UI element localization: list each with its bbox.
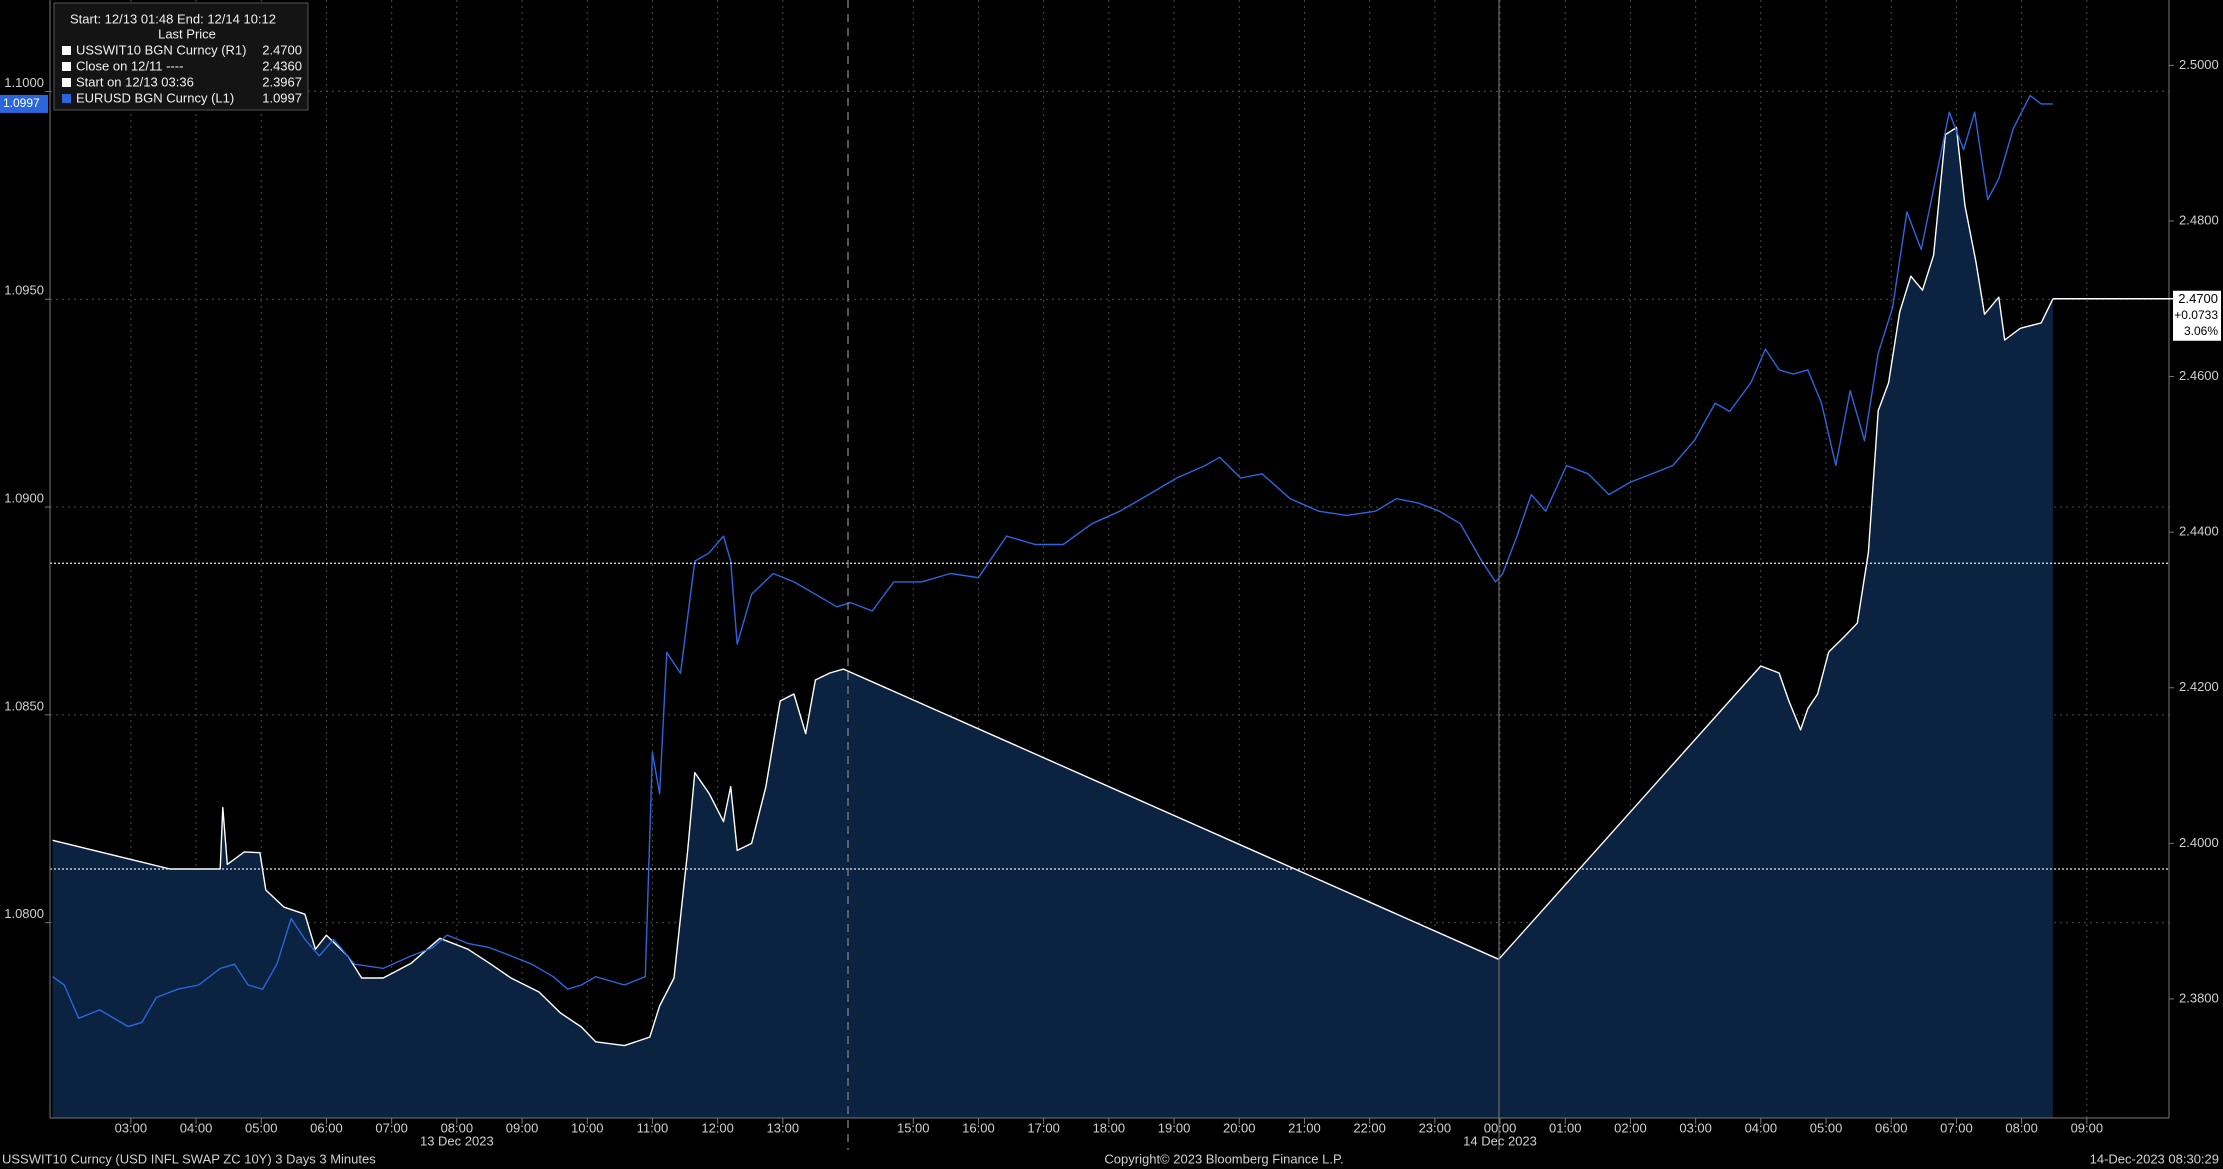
y2-tick-label: 2.3800 bbox=[2179, 990, 2219, 1005]
x-tick-label: 04:00 bbox=[180, 1120, 213, 1135]
footer-center: Copyright© 2023 Bloomberg Finance L.P. bbox=[1104, 1151, 1343, 1166]
x-tick-label: 10:00 bbox=[571, 1120, 604, 1135]
x-tick-label: 04:00 bbox=[1745, 1120, 1778, 1135]
last-price-box bbox=[2173, 290, 2221, 341]
y2-tick-label: 2.4800 bbox=[2179, 212, 2219, 227]
last-price-label: 1.0997 bbox=[3, 96, 40, 110]
y2-tick-label: 2.5000 bbox=[2179, 57, 2219, 72]
y2-tick-label: 2.4200 bbox=[2179, 679, 2219, 694]
legend-box bbox=[53, 2, 309, 111]
line bbox=[52, 94, 2053, 1028]
x-tick-label: 03:00 bbox=[115, 1120, 148, 1135]
x-tick-label: 02:00 bbox=[1614, 1120, 1647, 1135]
legend-header: Start: 12/13 01:48 End: 12/14 10:12 bbox=[70, 11, 276, 26]
x-tick-label: 03:00 bbox=[1679, 1120, 1712, 1135]
x-tick-label: 15:00 bbox=[897, 1120, 930, 1135]
legend-value: 2.3967 bbox=[262, 74, 302, 89]
x-tick-label: 07:00 bbox=[1940, 1120, 1973, 1135]
x-tick-label: 22:00 bbox=[1353, 1120, 1386, 1135]
x-tick-label: 11:00 bbox=[637, 1120, 669, 1135]
x-tick-label: 00:00 bbox=[1484, 1120, 1517, 1135]
x-tick-label: 21:00 bbox=[1288, 1120, 1321, 1135]
last-price-label: 2.4700 bbox=[2178, 291, 2218, 306]
date-label: 14 Dec 2023 bbox=[1463, 1133, 1537, 1148]
legend-entry: Close on 12/11 ---- bbox=[76, 58, 183, 73]
legend-entry: USSWIT10 BGN Curncy (R1) bbox=[76, 42, 246, 57]
x-tick-label: 17:00 bbox=[1027, 1120, 1060, 1135]
axes: 03:00 04:00 05:00 06:00 07:00 08:00 09:00 10:00… bbox=[4, 57, 2219, 1149]
x-tick-label: 05:00 bbox=[1810, 1120, 1843, 1135]
x-tick-label: 18:00 bbox=[1093, 1120, 1126, 1135]
change-pct-label: 3.06% bbox=[2184, 324, 2218, 338]
legend-value: 1.0997 bbox=[262, 90, 302, 105]
legend-title: Last Price bbox=[158, 26, 216, 41]
x-tick-label: 13:00 bbox=[767, 1120, 800, 1135]
x-tick-label: 09:00 bbox=[506, 1120, 539, 1135]
y-tick-label: 1.0900 bbox=[4, 490, 44, 505]
legend-swatch bbox=[62, 94, 71, 103]
y2-tick-label: 2.4000 bbox=[2179, 835, 2219, 850]
value-tags: 2.4700 +0.0733 3.06% 1.0997 bbox=[0, 94, 2221, 341]
y2-tick-label: 2.4400 bbox=[2179, 524, 2219, 539]
x-tick-label: 16:00 bbox=[962, 1120, 995, 1135]
x-tick-label: 07:00 bbox=[375, 1120, 408, 1135]
area bbox=[52, 127, 2053, 1119]
x-tick-label: 06:00 bbox=[310, 1120, 343, 1135]
y-tick-label: 1.0800 bbox=[4, 906, 44, 921]
x-tick-label: 01:00 bbox=[1549, 1120, 1582, 1135]
legend-entry: Start on 12/13 03:36 bbox=[76, 74, 194, 89]
x-tick-label: 08:00 bbox=[2005, 1120, 2038, 1135]
legend: Start: 12/13 01:48 End: 12/14 10:12 Last… bbox=[53, 2, 309, 111]
y-tick-label: 1.0850 bbox=[4, 698, 44, 713]
legend-swatch bbox=[62, 62, 71, 71]
x-tick-label: 23:00 bbox=[1419, 1120, 1452, 1135]
plot bbox=[50, 94, 2169, 1119]
y-tick-label: 1.1000 bbox=[4, 75, 44, 90]
last-price-box bbox=[0, 94, 48, 113]
x-tick-label: 05:00 bbox=[245, 1120, 278, 1135]
y2-tick-label: 2.4600 bbox=[2179, 368, 2219, 383]
legend-value: 2.4700 bbox=[262, 42, 302, 57]
legend-swatch bbox=[62, 46, 71, 55]
change-label: +0.0733 bbox=[2174, 308, 2218, 322]
x-tick-label: 09:00 bbox=[2071, 1120, 2104, 1135]
x-tick-label: 19:00 bbox=[1158, 1120, 1191, 1135]
footer-right: 14-Dec-2023 08:30:29 bbox=[2090, 1151, 2219, 1166]
x-tick-label: 20:00 bbox=[1223, 1120, 1256, 1135]
legend-entry: EURUSD BGN Curncy (L1) bbox=[76, 90, 234, 105]
line bbox=[52, 126, 2054, 1047]
x-tick-label: 12:00 bbox=[701, 1120, 734, 1135]
legend-swatch bbox=[62, 78, 71, 87]
date-label: 13 Dec 2023 bbox=[420, 1133, 494, 1148]
x-tick-label: 06:00 bbox=[1875, 1120, 1908, 1135]
footer-left: USSWIT10 Curncy (USD INFL SWAP ZC 10Y) 3… bbox=[2, 1151, 376, 1166]
x-tick-label: 08:00 bbox=[441, 1120, 474, 1135]
y-tick-label: 1.0950 bbox=[4, 283, 44, 298]
legend-value: 2.4360 bbox=[262, 58, 302, 73]
